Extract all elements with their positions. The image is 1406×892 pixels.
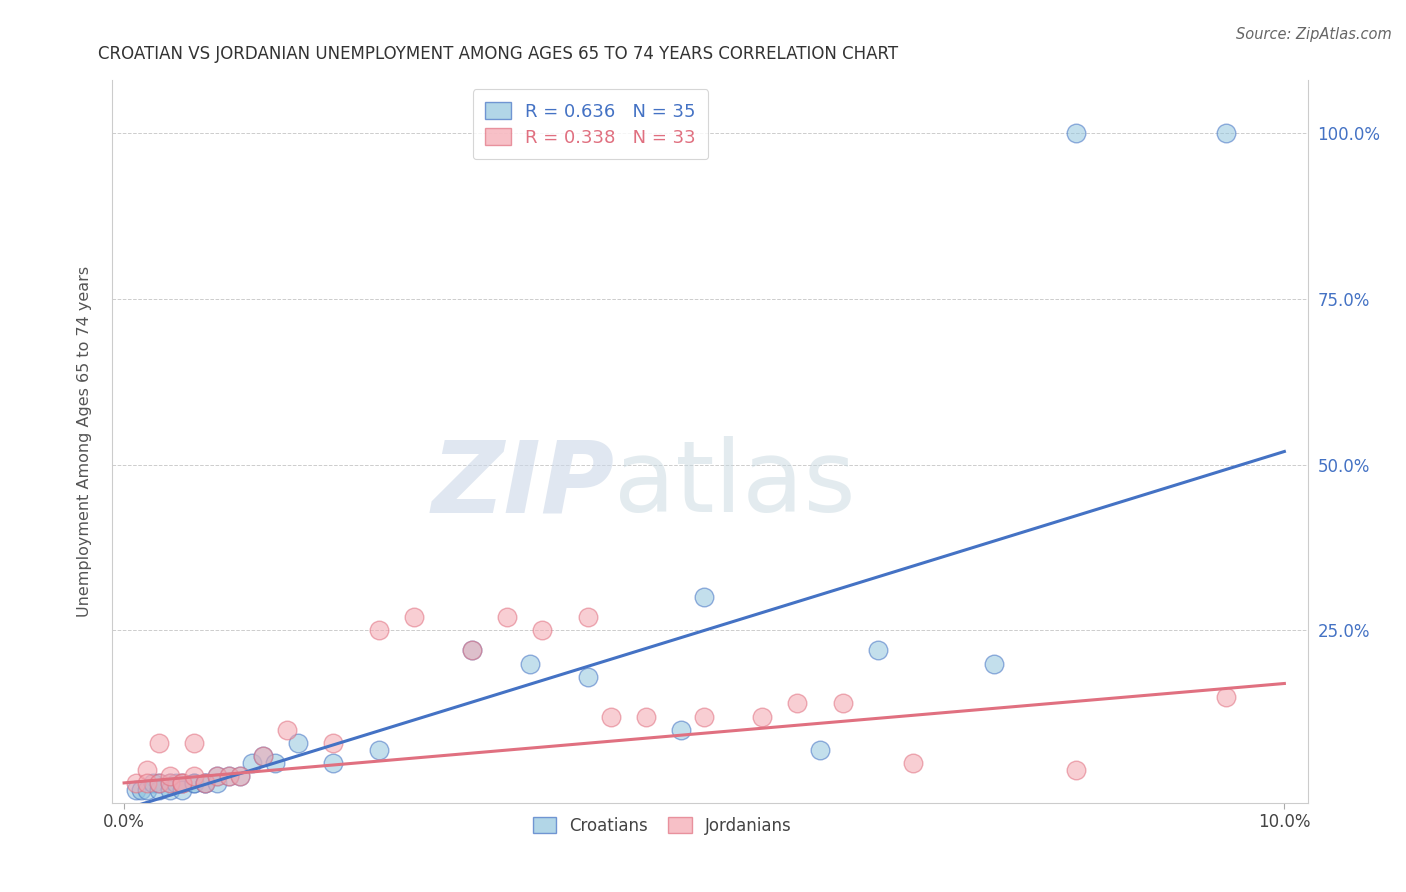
Point <box>252 749 274 764</box>
Point <box>194 776 217 790</box>
Point <box>194 776 217 790</box>
Point <box>868 643 890 657</box>
Point <box>264 756 287 770</box>
Point <box>159 776 181 790</box>
Point <box>530 624 553 638</box>
Point <box>461 643 484 657</box>
Point <box>205 769 228 783</box>
Point <box>368 624 391 638</box>
Point <box>172 776 194 790</box>
Point <box>901 756 924 770</box>
Point <box>519 657 541 671</box>
Point <box>183 776 205 790</box>
Legend: Croatians, Jordanians: Croatians, Jordanians <box>526 810 799 841</box>
Point <box>669 723 692 737</box>
Point <box>404 610 426 624</box>
Point <box>183 769 205 783</box>
Point <box>322 756 344 770</box>
Point <box>136 776 159 790</box>
Point <box>636 709 658 723</box>
Point <box>600 709 623 723</box>
Point <box>136 782 159 797</box>
Y-axis label: Unemployment Among Ages 65 to 74 years: Unemployment Among Ages 65 to 74 years <box>77 266 91 617</box>
Point <box>252 749 274 764</box>
Point <box>148 782 170 797</box>
Point <box>172 776 194 790</box>
Text: atlas: atlas <box>614 436 856 533</box>
Point <box>229 769 252 783</box>
Point <box>183 776 205 790</box>
Point <box>159 782 181 797</box>
Point <box>832 697 855 711</box>
Point <box>496 610 519 624</box>
Point <box>183 736 205 750</box>
Point <box>576 670 599 684</box>
Point <box>322 736 344 750</box>
Point <box>786 697 808 711</box>
Point <box>276 723 298 737</box>
Point <box>693 709 716 723</box>
Point <box>808 743 831 757</box>
Point <box>142 776 165 790</box>
Point <box>229 769 252 783</box>
Point <box>576 610 599 624</box>
Point <box>125 782 148 797</box>
Point <box>172 776 194 790</box>
Point <box>159 776 181 790</box>
Point <box>287 736 309 750</box>
Text: CROATIAN VS JORDANIAN UNEMPLOYMENT AMONG AGES 65 TO 74 YEARS CORRELATION CHART: CROATIAN VS JORDANIAN UNEMPLOYMENT AMONG… <box>98 45 898 62</box>
Point <box>148 776 170 790</box>
Point <box>131 782 153 797</box>
Point <box>205 776 228 790</box>
Point <box>693 591 716 605</box>
Point <box>165 776 187 790</box>
Point <box>1215 126 1237 140</box>
Point <box>218 769 240 783</box>
Text: ZIP: ZIP <box>432 436 614 533</box>
Point <box>136 763 159 777</box>
Point <box>240 756 263 770</box>
Point <box>368 743 391 757</box>
Point <box>125 776 148 790</box>
Point <box>983 657 1005 671</box>
Point <box>194 776 217 790</box>
Point <box>218 769 240 783</box>
Point <box>159 769 181 783</box>
Point <box>205 769 228 783</box>
Point <box>148 776 170 790</box>
Point <box>1215 690 1237 704</box>
Point <box>461 643 484 657</box>
Point <box>172 782 194 797</box>
Text: Source: ZipAtlas.com: Source: ZipAtlas.com <box>1236 27 1392 42</box>
Point <box>751 709 773 723</box>
Point <box>148 736 170 750</box>
Point <box>1064 763 1087 777</box>
Point <box>1064 126 1087 140</box>
